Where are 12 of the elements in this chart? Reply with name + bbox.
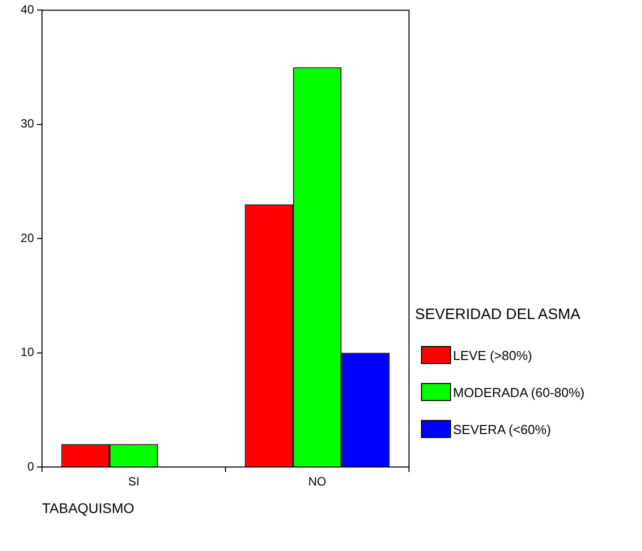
legend-label: MODERADA (60-80%) <box>453 384 584 400</box>
x-axis-title: TABAQUISMO <box>42 500 134 516</box>
y-tick-label: 20 <box>20 230 34 245</box>
legend-label: SEVERA (<60%) <box>453 422 551 436</box>
y-tick-label: 0 <box>27 459 34 474</box>
x-tick-label: NO <box>308 474 326 489</box>
legend-label: LEVE (>80%) <box>453 348 532 362</box>
x-tick-label: SI <box>128 474 140 489</box>
y-tick-label: 40 <box>20 2 34 17</box>
legend-title: SEVERIDAD DEL ASMA <box>415 306 582 323</box>
y-tick-label: 10 <box>20 345 34 360</box>
y-tick-label: 30 <box>20 116 34 131</box>
